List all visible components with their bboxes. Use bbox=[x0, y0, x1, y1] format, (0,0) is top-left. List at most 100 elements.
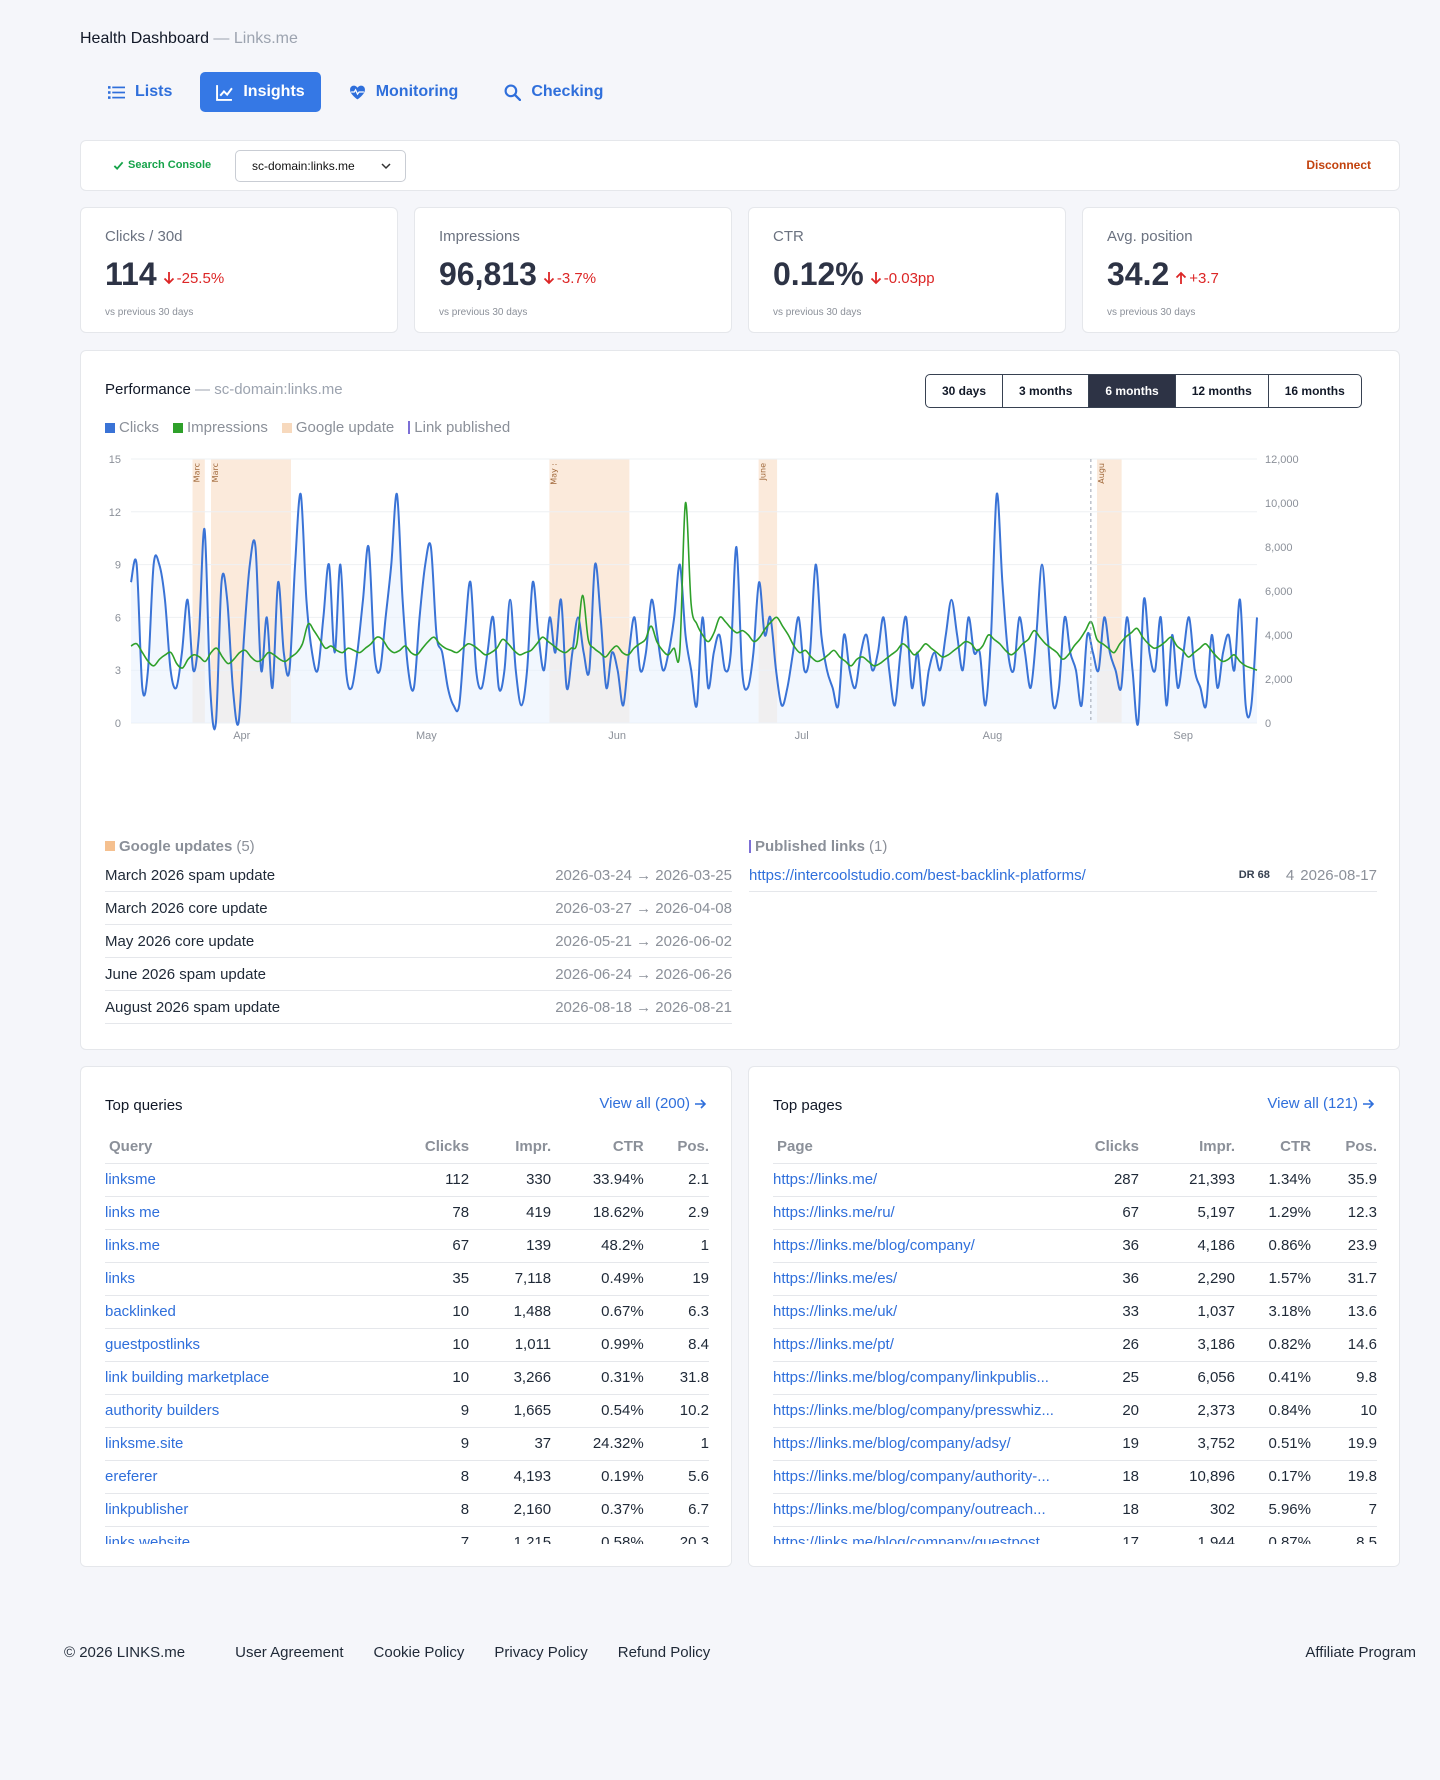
kpi-value: 114 bbox=[105, 256, 157, 292]
table-row[interactable]: backlinked 10 1,488 0.67% 6.3 bbox=[105, 1295, 709, 1329]
table-cell: 7 bbox=[1311, 1493, 1377, 1527]
query-link[interactable]: linksme.site bbox=[105, 1427, 381, 1461]
table-row[interactable]: links me 78 419 18.62% 2.9 bbox=[105, 1196, 709, 1230]
table-row[interactable]: authority builders 9 1,665 0.54% 10.2 bbox=[105, 1394, 709, 1428]
column-header[interactable]: Clicks bbox=[380, 1131, 470, 1164]
link-count: 4 bbox=[1285, 866, 1295, 884]
table-cell: 10 bbox=[380, 1328, 470, 1362]
table-cell: 67 bbox=[380, 1229, 470, 1263]
tab-lists[interactable]: Lists bbox=[92, 72, 188, 112]
column-header[interactable]: Impr. bbox=[469, 1131, 552, 1164]
column-header[interactable]: CTR bbox=[1235, 1131, 1311, 1164]
column-header[interactable]: Query bbox=[105, 1131, 381, 1164]
query-link[interactable]: links me bbox=[105, 1196, 381, 1230]
query-link[interactable]: link building marketplace bbox=[105, 1361, 381, 1395]
table-cell: 36 bbox=[1083, 1229, 1139, 1263]
published-link-url[interactable]: https://intercoolstudio.com/best-backlin… bbox=[749, 866, 1086, 884]
query-link[interactable]: backlinked bbox=[105, 1295, 381, 1329]
query-link[interactable]: guestpostlinks bbox=[105, 1328, 381, 1362]
table-cell: 0.82% bbox=[1235, 1328, 1311, 1362]
table-row[interactable]: linksme 112 330 33.94% 2.1 bbox=[105, 1163, 709, 1197]
range-3-months[interactable]: 3 months bbox=[1002, 375, 1088, 407]
query-link[interactable]: ereferer bbox=[105, 1460, 381, 1494]
table-row[interactable]: https://links.me/blog/company/linkpublis… bbox=[773, 1361, 1377, 1395]
table-row[interactable]: https://links.me/blog/company/outreach..… bbox=[773, 1493, 1377, 1527]
table-cell: 0.41% bbox=[1235, 1361, 1311, 1395]
query-link[interactable]: linksme bbox=[105, 1163, 381, 1197]
update-band-label: Marc bbox=[211, 463, 220, 482]
table-row[interactable]: https://links.me/blog/company/36 4,186 0.8… bbox=[773, 1229, 1377, 1263]
table-row[interactable]: linksme.site 9 37 24.32% 1 bbox=[105, 1427, 709, 1461]
table-row[interactable]: guestpostlinks 10 1,011 0.99% 8.4 bbox=[105, 1328, 709, 1362]
table-row[interactable]: link building marketplace 10 3,266 0.31% 31.… bbox=[105, 1361, 709, 1395]
tab-checking[interactable]: Checking bbox=[488, 72, 619, 112]
range-30-days[interactable]: 30 days bbox=[942, 384, 987, 398]
query-link[interactable]: linkpublisher bbox=[105, 1493, 381, 1527]
view-all-queries-link[interactable]: View all (200) bbox=[599, 1095, 707, 1112]
kpi-note: vs previous 30 days bbox=[105, 307, 194, 318]
page-link[interactable]: https://links.me/ru/ bbox=[773, 1196, 1083, 1230]
footer-link-user-agreement[interactable]: User Agreement bbox=[235, 1644, 344, 1661]
legend-google-update[interactable]: Google update bbox=[281, 419, 394, 436]
page-link[interactable]: https://links.me/es/ bbox=[773, 1262, 1083, 1296]
table-row[interactable]: linkpublisher 8 2,160 0.37% 6.7 bbox=[105, 1493, 709, 1527]
published-links-title: Published links bbox=[755, 837, 866, 855]
table-cell: 2,290 bbox=[1139, 1262, 1235, 1296]
column-header[interactable]: Pos. bbox=[1311, 1131, 1377, 1164]
footer-link-privacy-policy[interactable]: Privacy Policy bbox=[494, 1644, 588, 1661]
table-row[interactable]: https://links.me/uk/33 1,037 3.18% 13.6 bbox=[773, 1295, 1377, 1329]
legend-link-published[interactable]: Link published bbox=[408, 419, 510, 436]
range-16-months[interactable]: 16 months bbox=[1267, 375, 1361, 407]
legend-impressions[interactable]: Impressions bbox=[173, 419, 268, 436]
table-row[interactable]: https://links.me/287 21,393 1.34% 35.9 bbox=[773, 1163, 1377, 1197]
table-cell: 2,160 bbox=[469, 1493, 552, 1527]
footer-link-affiliate-program[interactable]: Affiliate Program bbox=[1305, 1644, 1416, 1661]
page-link[interactable]: https://links.me/blog/company/ bbox=[773, 1229, 1083, 1263]
page-link[interactable]: https://links.me/blog/company/linkpublis… bbox=[773, 1361, 1083, 1395]
page-link[interactable]: https://links.me/uk/ bbox=[773, 1295, 1083, 1329]
legend-clicks[interactable]: Clicks bbox=[105, 419, 159, 436]
footer-link-refund-policy[interactable]: Refund Policy bbox=[617, 1644, 711, 1661]
tab-monitoring[interactable]: Monitoring bbox=[333, 72, 475, 112]
update-range: 2026-08-18 → 2026-08-21 bbox=[555, 998, 732, 1016]
query-link[interactable]: links bbox=[105, 1262, 381, 1296]
footer-link-cookie-policy[interactable]: Cookie Policy bbox=[373, 1644, 465, 1661]
update-band-label: June bbox=[759, 463, 768, 482]
page-link[interactable]: https://links.me/pt/ bbox=[773, 1328, 1083, 1362]
page-link[interactable]: https://links.me/blog/company/adsy/ bbox=[773, 1427, 1083, 1461]
page-link[interactable]: https://links.me/ bbox=[773, 1163, 1083, 1197]
column-header[interactable]: Pos. bbox=[643, 1131, 709, 1164]
tab-insights[interactable]: Insights bbox=[200, 72, 321, 112]
column-header[interactable]: Page bbox=[773, 1131, 1083, 1164]
google-updates-count: (5) bbox=[236, 837, 255, 855]
tab-lists-label: Lists bbox=[135, 83, 173, 100]
property-select[interactable]: sc-domain:links.me bbox=[235, 150, 406, 182]
table-row[interactable]: https://links.me/es/36 2,290 1.57% 31.7 bbox=[773, 1262, 1377, 1296]
performance-chart[interactable]: Marc Marc May : June Augu 0 3 6 9 12 15 0 2,000 4,000… bbox=[95, 445, 1385, 765]
list-item: https://intercoolstudio.com/best-backlin… bbox=[749, 859, 1377, 892]
arrow-down-icon bbox=[870, 272, 881, 285]
table-row[interactable]: links.me 67 139 48.2% 1 bbox=[105, 1229, 709, 1263]
disconnect-button[interactable]: Disconnect bbox=[1306, 158, 1371, 172]
table-row[interactable]: links 35 7,118 0.49% 19 bbox=[105, 1262, 709, 1296]
table-row[interactable]: https://links.me/pt/26 3,186 0.82% 14.6 bbox=[773, 1328, 1377, 1362]
range-12-months[interactable]: 12 months bbox=[1174, 375, 1268, 407]
search-console-bar: Search Console sc-domain:links.me Discon… bbox=[80, 140, 1400, 191]
query-link[interactable]: links.me bbox=[105, 1229, 381, 1263]
list-item: March 2026 core update 2026-03-27 → 2026-… bbox=[105, 892, 732, 925]
table-row[interactable]: https://links.me/blog/company/presswhiz.… bbox=[773, 1394, 1377, 1428]
table-row[interactable]: https://links.me/ru/67 5,197 1.29% 12.3 bbox=[773, 1196, 1377, 1230]
table-cell: 0.17% bbox=[1235, 1460, 1311, 1494]
page-link[interactable]: https://links.me/blog/company/presswhiz.… bbox=[773, 1394, 1083, 1428]
view-all-pages-link[interactable]: View all (121) bbox=[1267, 1095, 1375, 1112]
page-link[interactable]: https://links.me/blog/company/outreach..… bbox=[773, 1493, 1083, 1527]
column-header[interactable]: Clicks bbox=[1083, 1131, 1139, 1164]
table-row[interactable]: ereferer 8 4,193 0.19% 5.6 bbox=[105, 1460, 709, 1494]
column-header[interactable]: Impr. bbox=[1139, 1131, 1235, 1164]
range-6-months[interactable]: 6 months bbox=[1088, 375, 1175, 407]
page-link[interactable]: https://links.me/blog/company/authority-… bbox=[773, 1460, 1083, 1494]
table-row[interactable]: https://links.me/blog/company/authority-… bbox=[773, 1460, 1377, 1494]
column-header[interactable]: CTR bbox=[551, 1131, 644, 1164]
query-link[interactable]: authority builders bbox=[105, 1394, 381, 1428]
table-row[interactable]: https://links.me/blog/company/adsy/19 3,7… bbox=[773, 1427, 1377, 1461]
